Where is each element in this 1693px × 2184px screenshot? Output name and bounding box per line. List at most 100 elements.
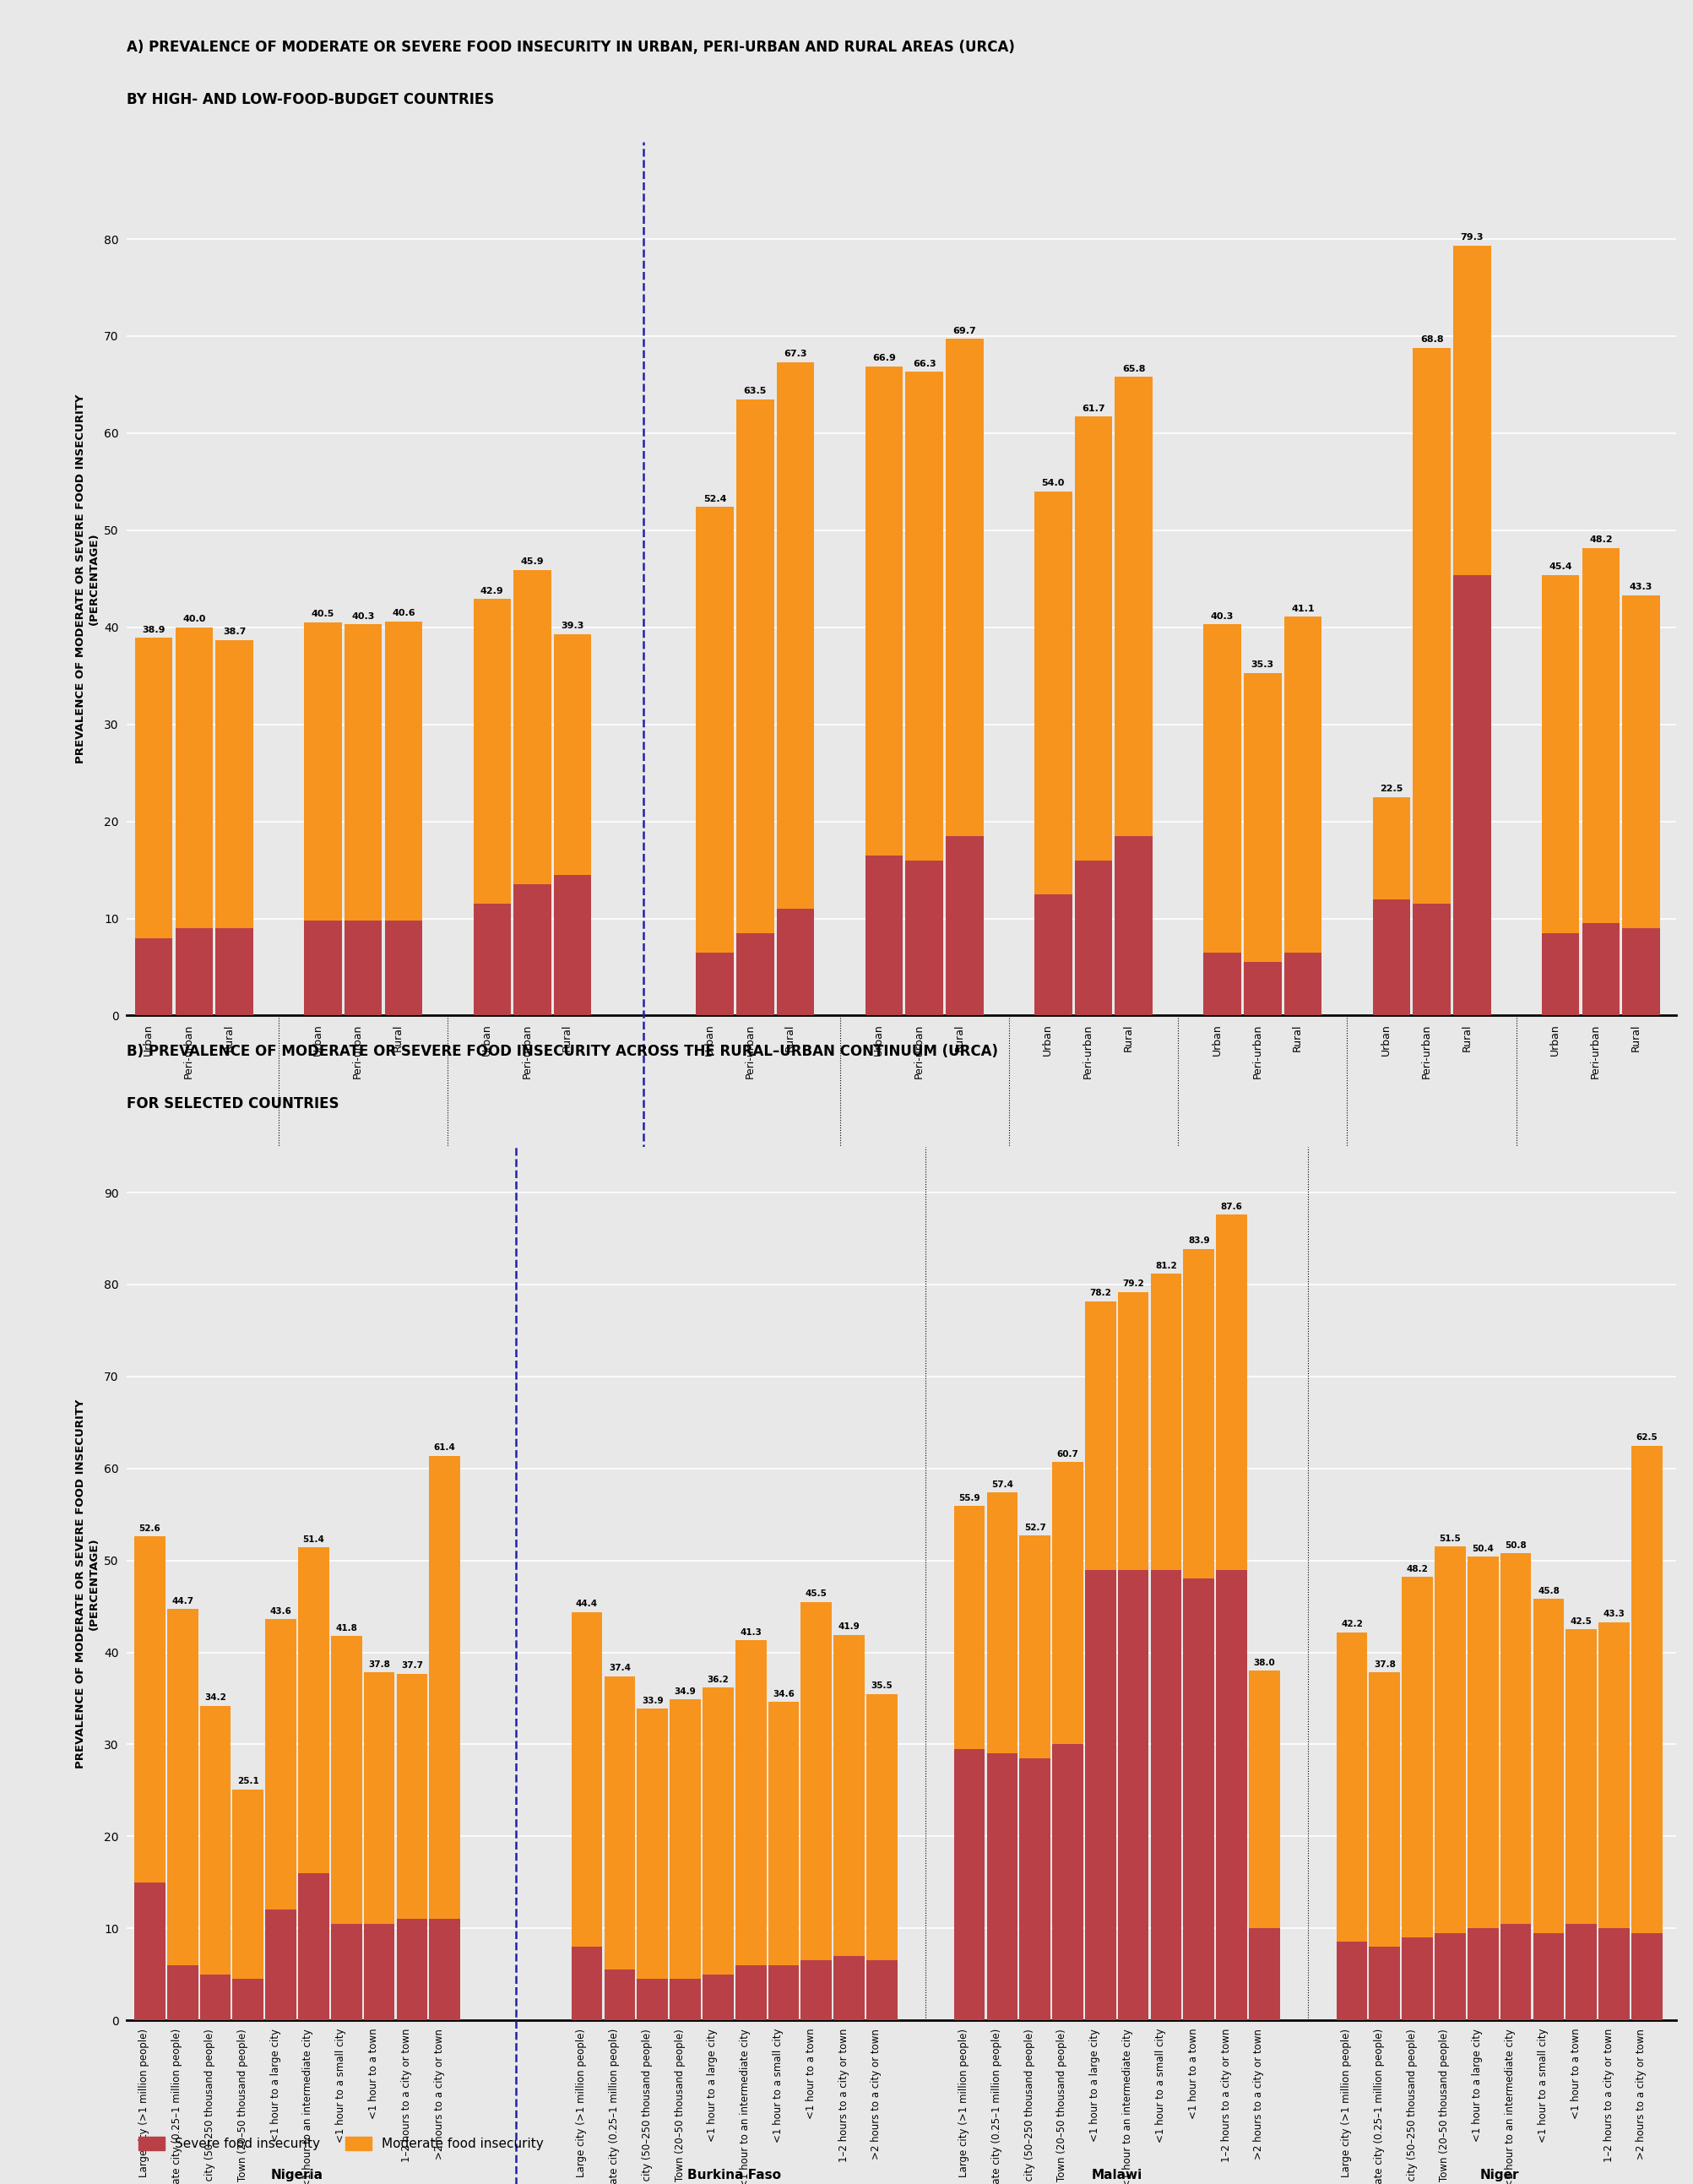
Bar (134, 1883, 166, 2020)
Text: Malawi: Malawi (1092, 2169, 1143, 2182)
Bar (513, 885, 552, 1016)
Bar (906, 371, 943, 860)
Text: Nigeria: Nigeria (271, 2169, 323, 2182)
Bar (946, 836, 984, 1016)
Text: 50.4: 50.4 (1473, 1544, 1493, 1553)
Bar (572, 1946, 603, 2020)
Bar (1244, 963, 1282, 1016)
Bar (1151, 1273, 1182, 1570)
Bar (266, 1618, 296, 1909)
Text: 37.8: 37.8 (369, 1660, 389, 1669)
Text: FOR SELECTED COUNTRIES: FOR SELECTED COUNTRIES (127, 1096, 339, 1112)
Bar (696, 952, 733, 1016)
Text: B) PREVALENCE OF MODERATE OR SEVERE FOOD INSECURITY ACROSS THE RURAL–URBAN CONTI: B) PREVALENCE OF MODERATE OR SEVERE FOOD… (127, 1044, 999, 1059)
Bar (1216, 1214, 1248, 1570)
Text: 45.4: 45.4 (1549, 563, 1573, 570)
Bar (364, 1673, 394, 1924)
Text: 52.4: 52.4 (703, 494, 726, 502)
Bar (1373, 900, 1410, 1016)
Bar (1434, 1933, 1466, 2020)
Text: 35.3: 35.3 (1251, 660, 1275, 668)
Bar (135, 638, 173, 937)
Text: 37.4: 37.4 (609, 1664, 630, 1673)
Text: 34.9: 34.9 (674, 1688, 696, 1695)
Bar (135, 937, 173, 1016)
Text: 61.7: 61.7 (1082, 404, 1106, 413)
Bar (1373, 797, 1410, 900)
Text: Malawi: Malawi (1407, 1164, 1458, 1177)
Bar (1542, 933, 1580, 1016)
Bar (298, 1874, 328, 2020)
Text: Niger: Niger (1480, 2169, 1519, 2182)
Text: 79.2: 79.2 (1122, 1280, 1144, 1289)
Bar (305, 622, 342, 919)
Text: 52.6: 52.6 (139, 1524, 161, 1533)
Text: 87.6: 87.6 (1221, 1203, 1243, 1210)
Text: 40.3: 40.3 (1210, 612, 1234, 620)
Legend: Severe food insecurity, Moderate food insecurity: Severe food insecurity, Moderate food in… (134, 2132, 549, 2156)
Bar (1468, 1928, 1498, 2020)
Bar (987, 1754, 1017, 2020)
Bar (232, 1979, 264, 2020)
Text: Togo: Togo (1077, 1164, 1111, 1177)
Text: 48.2: 48.2 (1407, 1566, 1429, 1572)
Text: Côte d'Ivoire: Côte d'Ivoire (317, 1164, 410, 1177)
Text: 45.5: 45.5 (806, 1590, 828, 1599)
Bar (801, 1961, 831, 2020)
Bar (1534, 1933, 1564, 2020)
Bar (703, 1974, 733, 2020)
Text: 41.9: 41.9 (838, 1623, 860, 1631)
Bar (1402, 1577, 1432, 1937)
Bar (176, 627, 213, 928)
Bar (396, 1920, 428, 2020)
Text: 22.5: 22.5 (1380, 784, 1403, 793)
Bar (1249, 1928, 1280, 2020)
Bar (906, 860, 943, 1016)
Text: Burkina Faso: Burkina Faso (1216, 1164, 1309, 1177)
Text: 81.2: 81.2 (1155, 1262, 1177, 1269)
Bar (1117, 1293, 1150, 1570)
Text: 57.4: 57.4 (990, 1481, 1012, 1489)
Bar (1116, 378, 1153, 836)
Bar (1085, 1570, 1116, 2020)
Text: A) PREVALENCE OF MODERATE OR SEVERE FOOD INSECURITY IN URBAN, PERI-URBAN AND RUR: A) PREVALENCE OF MODERATE OR SEVERE FOOD… (127, 39, 1016, 55)
Text: BY HIGH- AND LOW-FOOD-BUDGET COUNTRIES: BY HIGH- AND LOW-FOOD-BUDGET COUNTRIES (127, 92, 494, 107)
Text: 41.1: 41.1 (1292, 605, 1314, 614)
Text: Guinea-Bissau: Guinea-Bissau (704, 1164, 808, 1177)
Bar (200, 1974, 230, 2020)
Bar (474, 598, 511, 904)
Text: 54.0: 54.0 (1041, 478, 1065, 487)
Bar (1075, 417, 1112, 860)
Bar (1216, 1570, 1248, 2020)
Bar (1622, 596, 1659, 928)
Text: 43.6: 43.6 (269, 1607, 291, 1616)
Text: 60.7: 60.7 (1056, 1450, 1078, 1459)
Bar (1019, 1758, 1050, 2020)
Text: 63.5: 63.5 (743, 387, 767, 395)
Text: 34.2: 34.2 (205, 1693, 227, 1701)
Bar (1434, 1546, 1466, 1933)
Bar (1500, 1924, 1530, 2020)
Text: 33.9: 33.9 (642, 1697, 664, 1706)
Text: 67.3: 67.3 (784, 349, 808, 358)
Bar (696, 507, 733, 952)
Bar (1566, 1924, 1596, 2020)
Bar (396, 1673, 428, 1920)
Y-axis label: PREVALENCE OF MODERATE OR SEVERE FOOD INSECURITY
(PERCENTAGE): PREVALENCE OF MODERATE OR SEVERE FOOD IN… (76, 393, 100, 764)
Text: 79.3: 79.3 (1461, 234, 1483, 242)
Text: HIGH-FOOD-BUDGET COUNTRIES: HIGH-FOOD-BUDGET COUNTRIES (256, 1295, 471, 1306)
Bar (1053, 1461, 1084, 1745)
Bar (1336, 1631, 1368, 1942)
Text: 51.4: 51.4 (303, 1535, 325, 1544)
Bar (1414, 347, 1451, 904)
Bar (735, 1966, 767, 2020)
Bar (736, 400, 774, 933)
Bar (330, 1924, 362, 2020)
Text: 35.5: 35.5 (872, 1682, 892, 1690)
Text: 55.9: 55.9 (958, 1494, 980, 1503)
Bar (344, 625, 383, 919)
Bar (305, 919, 342, 1016)
Bar (987, 1492, 1017, 1754)
Bar (736, 933, 774, 1016)
Bar (769, 1701, 799, 1966)
